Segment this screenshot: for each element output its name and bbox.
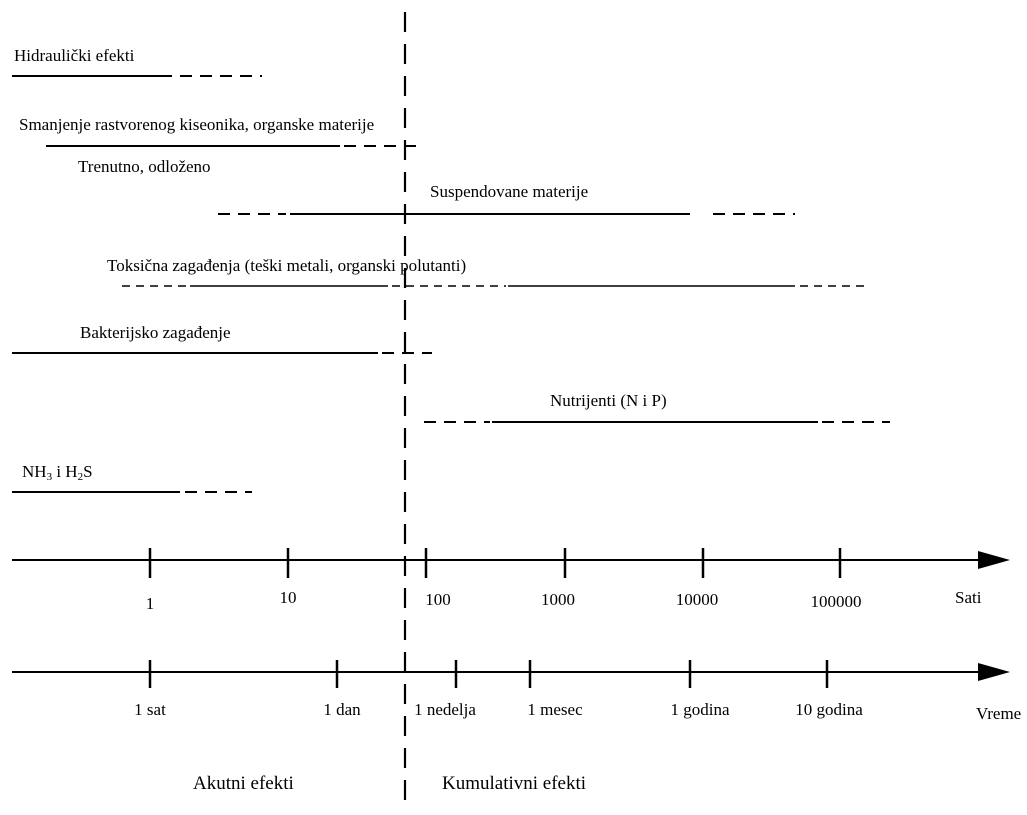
hours-tick-label: 1000 [541,590,575,609]
hours-tick-label: 100000 [810,592,862,611]
time-axis-arrow [978,663,1010,681]
time-tick-label: 1 dan [323,700,361,719]
gases-s: S [83,462,93,481]
hours-tick-label: 100 [425,590,451,609]
hours-tick-label: 10000 [675,590,719,609]
nutrients-label: Nutrijenti (N i P) [550,391,667,410]
gases-nh-subscript: 3 [46,471,53,483]
suspended-label: Suspendovane materije [430,182,589,201]
hours-axis-arrow [978,551,1010,569]
hours-tick-label: 1 [145,594,155,613]
acute-zone-label: Akutni efekti [193,773,294,794]
gases-label: NH3 i H2S [22,462,93,483]
bacterial-label: Bakterijsko zagađenje [80,323,231,342]
time-tick-label: 1 sat [134,700,166,719]
hours-tick-label: 10 [279,588,297,607]
time-tick-label: 1 nedelja [414,700,476,719]
toxic-label: Toksična zagađenja (teški metali, organs… [107,256,467,275]
gases-h2s-subscript: 2 [77,471,84,483]
hydraulic-label: Hidraulički efekti [14,46,135,65]
time-tick-label: 10 godina [795,700,863,719]
immediate-label: Trenutno, odloženo [78,157,211,176]
cumulative-zone-label: Kumulativni efekti [442,773,587,794]
time-tick-label: 1 godina [670,700,730,719]
hours-axis-label: Sati [955,588,982,607]
time-tick-label: 1 mesec [527,700,583,719]
time-axis-label: Vreme [976,704,1022,723]
gases-nh: NH [22,462,47,481]
gases-mid: i H [52,462,78,481]
oxygen-label: Smanjenje rastvorenog kiseonika, organsk… [19,115,375,134]
